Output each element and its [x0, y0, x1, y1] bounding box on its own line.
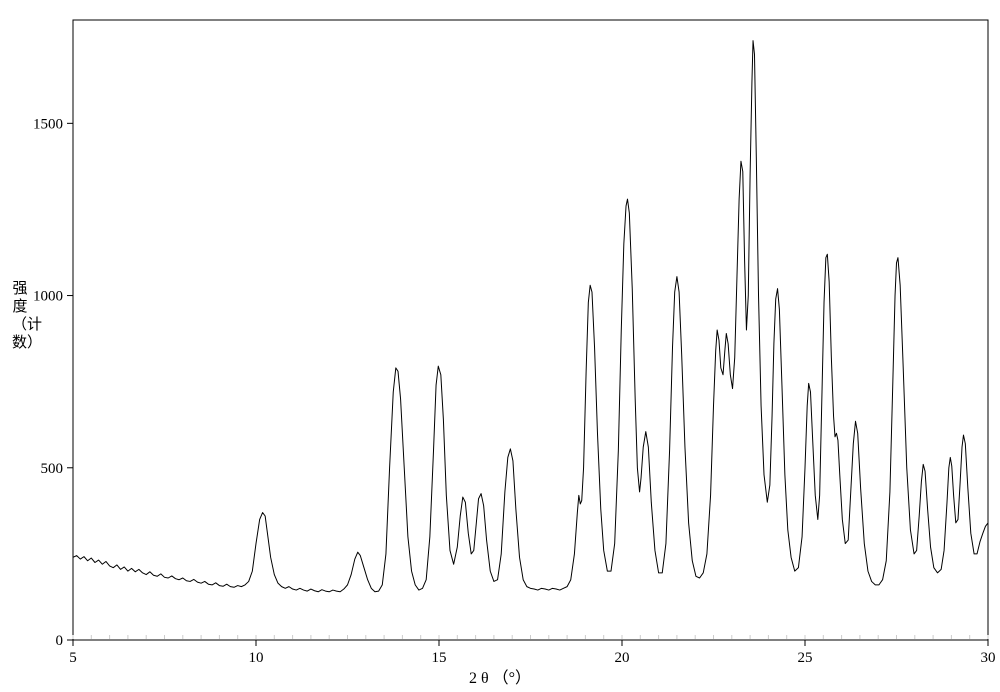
svg-text:1500: 1500 [33, 116, 63, 132]
svg-text:0: 0 [56, 633, 64, 649]
y-axis-label: 强度（计数） [12, 280, 28, 352]
plot-svg: 51015202530050010001500 [0, 0, 1000, 666]
svg-text:500: 500 [41, 461, 64, 477]
svg-text:1000: 1000 [33, 289, 63, 305]
x-axis-label: 2 θ （°） [0, 664, 1000, 688]
xrd-chart: 强度（计数） 51015202530050010001500 2 θ （°） [0, 0, 1000, 692]
